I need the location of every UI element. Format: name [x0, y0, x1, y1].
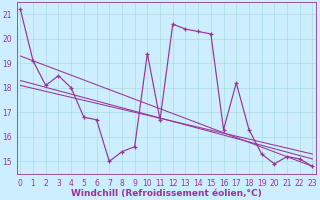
- X-axis label: Windchill (Refroidissement éolien,°C): Windchill (Refroidissement éolien,°C): [71, 189, 262, 198]
